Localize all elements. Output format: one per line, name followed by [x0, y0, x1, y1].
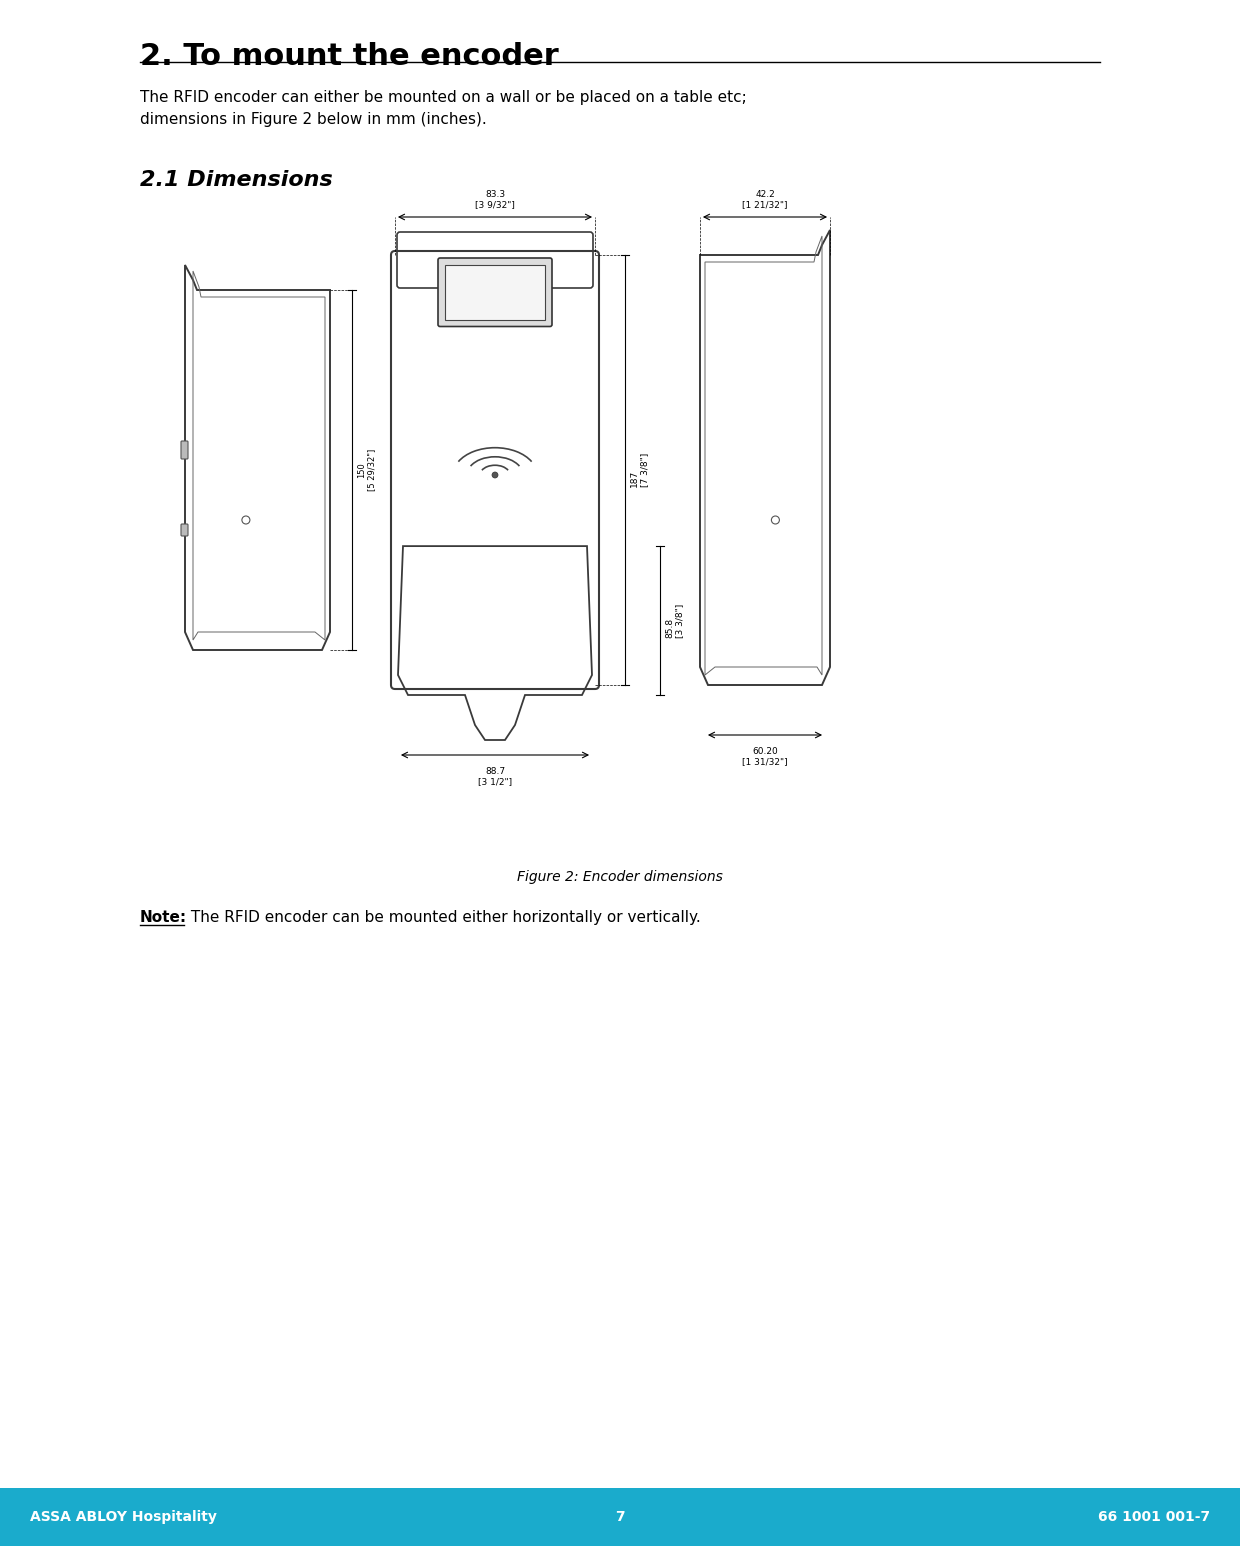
- Circle shape: [492, 472, 498, 478]
- Text: The RFID encoder can be mounted either horizontally or vertically.: The RFID encoder can be mounted either h…: [186, 911, 701, 925]
- Text: 60.20
[1 31/32"]: 60.20 [1 31/32"]: [743, 747, 787, 767]
- Text: 88.7
[3 1/2"]: 88.7 [3 1/2"]: [477, 767, 512, 787]
- Text: Note:: Note:: [140, 911, 187, 925]
- Text: Figure 2: Encoder dimensions: Figure 2: Encoder dimensions: [517, 870, 723, 884]
- FancyBboxPatch shape: [181, 524, 188, 536]
- Text: The RFID encoder can either be mounted on a wall or be placed on a table etc;: The RFID encoder can either be mounted o…: [140, 90, 746, 105]
- Text: 2. To mount the encoder: 2. To mount the encoder: [140, 42, 559, 71]
- Text: 7: 7: [615, 1510, 625, 1524]
- Text: dimensions in Figure 2 below in mm (inches).: dimensions in Figure 2 below in mm (inch…: [140, 111, 487, 127]
- Text: 150
[5 29/32"]: 150 [5 29/32"]: [357, 448, 377, 492]
- Text: 85.8
[3 3/8"]: 85.8 [3 3/8"]: [665, 603, 684, 637]
- FancyBboxPatch shape: [181, 441, 188, 459]
- FancyBboxPatch shape: [438, 258, 552, 326]
- Bar: [445, 264, 546, 320]
- Text: 42.2
[1 21/32"]: 42.2 [1 21/32"]: [743, 190, 787, 209]
- Text: 66 1001 001-7: 66 1001 001-7: [1097, 1510, 1210, 1524]
- Text: ASSA ABLOY Hospitality: ASSA ABLOY Hospitality: [30, 1510, 217, 1524]
- Bar: [0, 1487, 1240, 1546]
- Text: 187
[7 3/8"]: 187 [7 3/8"]: [630, 453, 650, 487]
- Text: 2.1 Dimensions: 2.1 Dimensions: [140, 170, 332, 190]
- Text: 83.3
[3 9/32"]: 83.3 [3 9/32"]: [475, 190, 515, 209]
